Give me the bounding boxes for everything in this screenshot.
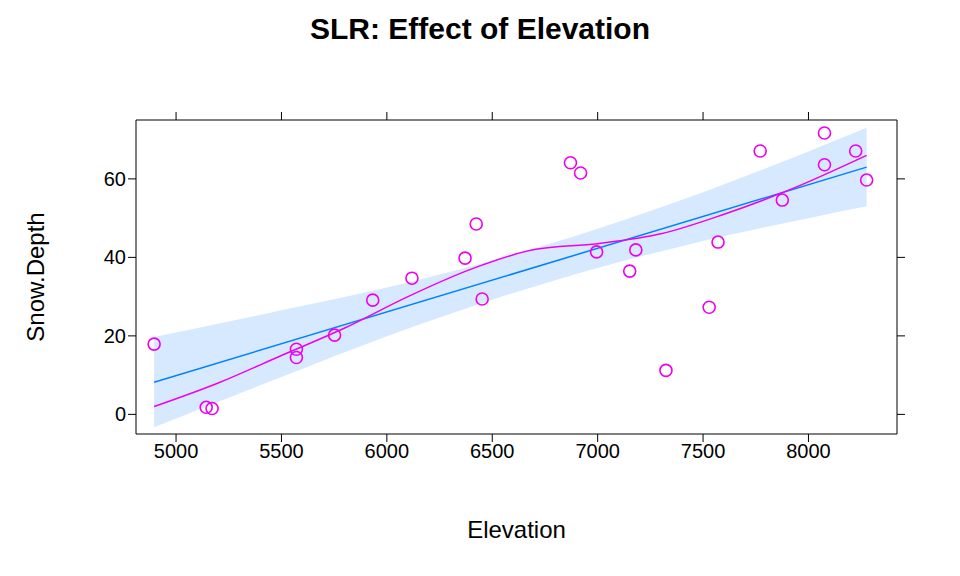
html-text:Snow.Depth: Snow.Depth — [22, 212, 49, 342]
html-text:Elevation: Elevation — [467, 516, 566, 543]
svg-text:6500: 6500 — [470, 440, 515, 462]
svg-text:5000: 5000 — [154, 440, 199, 462]
svg-text:60: 60 — [104, 168, 126, 190]
svg-text:40: 40 — [104, 246, 126, 268]
svg-text:20: 20 — [104, 325, 126, 347]
html-text:SLR: Effect of Elevation: SLR: Effect of Elevation — [310, 12, 650, 45]
svg-text:8000: 8000 — [786, 440, 831, 462]
svg-text:0: 0 — [115, 403, 126, 425]
svg-text:5500: 5500 — [259, 440, 304, 462]
svg-text:6000: 6000 — [365, 440, 410, 462]
svg-text:7000: 7000 — [575, 440, 620, 462]
svg-text:7500: 7500 — [681, 440, 726, 462]
